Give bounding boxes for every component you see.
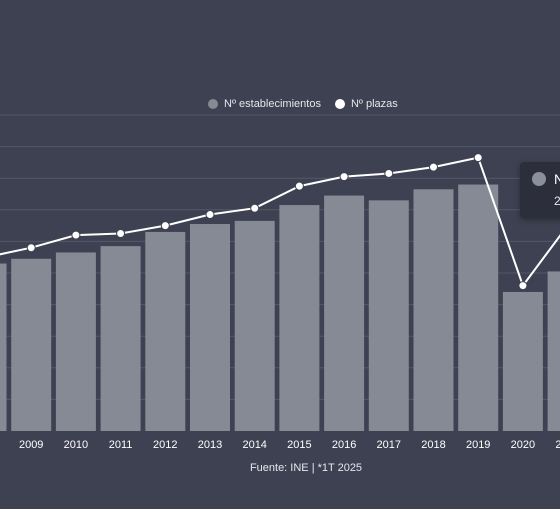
- point-plazas-2018[interactable]: [429, 162, 438, 172]
- point-plazas-2019[interactable]: [473, 153, 483, 163]
- bar-2020[interactable]: [502, 291, 543, 431]
- legend-marker-plazas-icon: [334, 99, 345, 109]
- x-axis-ticks: 2008200920102011201220132014201520162017…: [19, 439, 560, 451]
- tooltip-series-label: N: [554, 171, 560, 187]
- x-tick-label: 2021: [555, 439, 560, 451]
- line-plazas: [0, 156, 560, 288]
- point-plazas-2011[interactable]: [116, 229, 126, 238]
- bar-2016[interactable]: [324, 195, 365, 431]
- bar-series: [0, 184, 560, 431]
- x-tick-label: 2010: [64, 439, 88, 451]
- x-tick-label: 2011: [109, 439, 133, 451]
- point-plazas-2017[interactable]: [384, 168, 394, 178]
- bar-2008[interactable]: [0, 263, 7, 431]
- x-tick-label: 2019: [466, 439, 490, 451]
- tooltip-value: 2: [554, 194, 560, 208]
- x-tick-label: 2012: [153, 439, 177, 451]
- x-tick-label: 2018: [421, 439, 445, 451]
- x-tick-label: 2016: [332, 439, 356, 451]
- point-plazas-2009[interactable]: [26, 243, 36, 253]
- bar-2018[interactable]: [413, 189, 454, 431]
- legend-item-establecimientos[interactable]: Nº establecimientos: [208, 98, 321, 110]
- bar-2010[interactable]: [55, 252, 96, 431]
- x-tick-label: 2009: [19, 439, 43, 451]
- point-plazas-2012[interactable]: [160, 221, 170, 231]
- line-series: [0, 153, 560, 291]
- chart-source: Fuente: INE | *1T 2025: [249, 462, 363, 474]
- legend-marker-establecimientos-icon: [208, 99, 218, 109]
- x-tick-label: 2020: [511, 439, 535, 451]
- bar-2017[interactable]: [368, 200, 409, 431]
- bar-2009[interactable]: [11, 258, 52, 431]
- chart-tooltip: N 2: [520, 162, 560, 218]
- x-tick-label: 2014: [242, 439, 266, 451]
- chart-legend: Nº establecimientos Nº plazas: [208, 98, 398, 110]
- bar-2019[interactable]: [458, 184, 499, 431]
- bar-2014[interactable]: [234, 220, 275, 431]
- bar-2013[interactable]: [190, 224, 230, 431]
- tooltip-series-marker-icon: [532, 172, 546, 186]
- legend-item-plazas[interactable]: Nº plazas: [334, 98, 398, 110]
- point-plazas-2010[interactable]: [71, 230, 81, 240]
- x-tick-label: 2017: [377, 439, 401, 451]
- bar-2015[interactable]: [279, 205, 320, 431]
- bar-2011[interactable]: [100, 246, 141, 431]
- bar-2021[interactable]: [547, 271, 560, 431]
- point-plazas-2014[interactable]: [250, 203, 260, 213]
- point-plazas-2015[interactable]: [294, 181, 304, 191]
- x-tick-label: 2013: [198, 439, 222, 451]
- legend-label-plazas: Nº plazas: [350, 98, 398, 110]
- point-plazas-2013[interactable]: [205, 210, 215, 220]
- bar-2012[interactable]: [145, 231, 186, 431]
- x-tick-label: 2015: [287, 439, 311, 451]
- legend-label-establecimientos: Nº establecimientos: [224, 98, 321, 110]
- point-plazas-2016[interactable]: [339, 172, 349, 182]
- point-plazas-2020[interactable]: [518, 281, 528, 291]
